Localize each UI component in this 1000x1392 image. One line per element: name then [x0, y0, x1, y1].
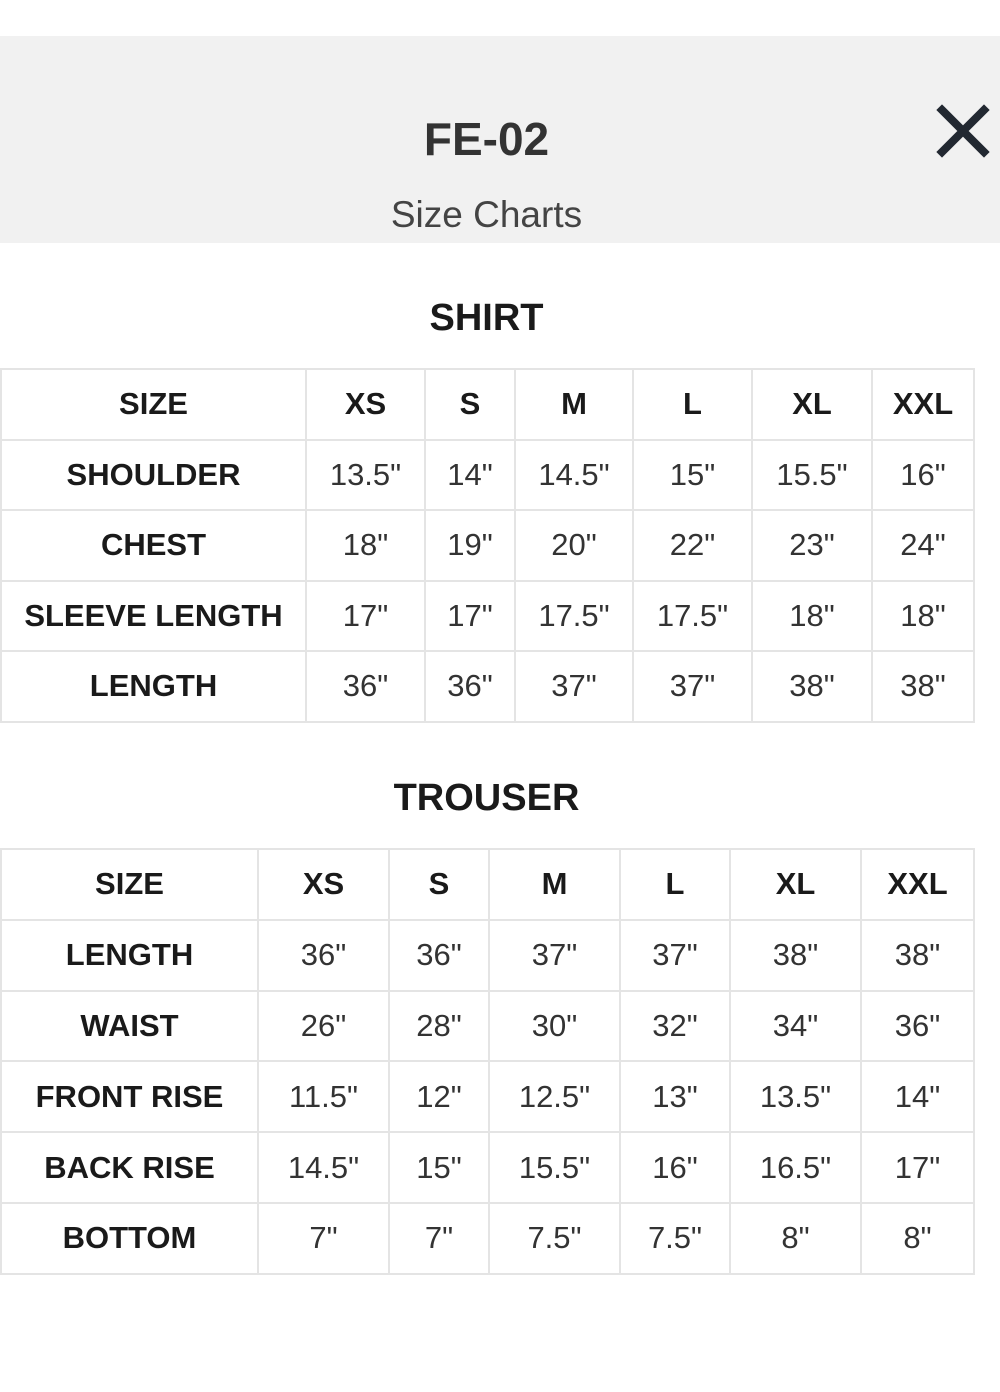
table-cell: 14.5" — [257, 1131, 390, 1204]
column-header: L — [619, 848, 731, 921]
shirt-size-table: SIZE XS S M L XL XXL SHOULDER 13.5" 14" 14.5" 15" 15… — [0, 368, 975, 723]
table-cell: 11.5" — [257, 1060, 390, 1134]
table-cell: 13.5" — [305, 438, 426, 511]
table-cell: 13.5" — [729, 1060, 862, 1134]
table-cell: 37" — [514, 650, 634, 723]
column-header: M — [488, 848, 621, 921]
row-label: SHOULDER — [0, 438, 307, 511]
row-label: LENGTH — [0, 918, 259, 992]
column-header: XS — [305, 368, 426, 441]
table-cell: 36" — [424, 650, 516, 723]
table-cell: 15" — [632, 438, 753, 511]
close-icon[interactable] — [936, 104, 990, 158]
table-header-row: SIZE XS S M L XL XXL — [0, 368, 975, 441]
table-cell: 17" — [305, 579, 426, 652]
table-cell: 36" — [860, 989, 975, 1063]
column-header: SIZE — [0, 848, 259, 921]
product-code-title: FE-02 — [423, 113, 550, 165]
table-cell: 17.5" — [632, 579, 753, 652]
table-cell: 36" — [257, 918, 390, 992]
row-label: LENGTH — [0, 650, 307, 723]
table-cell: 8" — [729, 1201, 862, 1275]
table-cell: 24" — [871, 509, 975, 582]
row-label: CHEST — [0, 509, 307, 582]
row-label: BOTTOM — [0, 1201, 259, 1275]
table-row: FRONT RISE 11.5" 12" 12.5" 13" 13.5" 14" — [0, 1060, 975, 1134]
table-cell: 34" — [729, 989, 862, 1063]
table-cell: 22" — [632, 509, 753, 582]
table-row: SLEEVE LENGTH 17" 17" 17.5" 17.5" 18" 18" — [0, 579, 975, 652]
table-cell: 8" — [860, 1201, 975, 1275]
table-cell: 38" — [860, 918, 975, 992]
table-cell: 12.5" — [488, 1060, 621, 1134]
table-cell: 26" — [257, 989, 390, 1063]
table-row: CHEST 18" 19" 20" 22" 23" 24" — [0, 509, 975, 582]
column-header: XXL — [871, 368, 975, 441]
table-cell: 14" — [424, 438, 516, 511]
table-cell: 16.5" — [729, 1131, 862, 1204]
table-cell: 18" — [751, 579, 873, 652]
row-label: BACK RISE — [0, 1131, 259, 1204]
table-cell: 7" — [257, 1201, 390, 1275]
column-header: S — [388, 848, 490, 921]
column-header: XXL — [860, 848, 975, 921]
trouser-size-table: SIZE XS S M L XL XXL LENGTH 36" 36" 37" 37" 38" 38" WA… — [0, 848, 975, 1275]
table-cell: 18" — [305, 509, 426, 582]
table-row: LENGTH 36" 36" 37" 37" 38" 38" — [0, 650, 975, 723]
table-row: SHOULDER 13.5" 14" 14.5" 15" 15.5" 16" — [0, 438, 975, 511]
table-cell: 28" — [388, 989, 490, 1063]
table-cell: 20" — [514, 509, 634, 582]
table-cell: 18" — [871, 579, 975, 652]
table-cell: 17" — [424, 579, 516, 652]
table-row: LENGTH 36" 36" 37" 37" 38" 38" — [0, 918, 975, 992]
table-cell: 19" — [424, 509, 516, 582]
table-cell: 15.5" — [488, 1131, 621, 1204]
table-row: WAIST 26" 28" 30" 32" 34" 36" — [0, 989, 975, 1063]
column-header: M — [514, 368, 634, 441]
table-row: BOTTOM 7" 7" 7.5" 7.5" 8" 8" — [0, 1201, 975, 1275]
table-cell: 36" — [388, 918, 490, 992]
table-cell: 16" — [871, 438, 975, 511]
size-charts-subtitle: Size Charts — [390, 194, 583, 235]
table-header-row: SIZE XS S M L XL XXL — [0, 848, 975, 921]
table-cell: 13" — [619, 1060, 731, 1134]
close-button[interactable] — [936, 104, 990, 158]
table-cell: 37" — [488, 918, 621, 992]
column-header: L — [632, 368, 753, 441]
table-cell: 7" — [388, 1201, 490, 1275]
table-cell: 14.5" — [514, 438, 634, 511]
table-cell: 23" — [751, 509, 873, 582]
modal-header: FE-02 Size Charts — [0, 36, 1000, 243]
trouser-section-title: TROUSER — [393, 777, 580, 819]
table-row: BACK RISE 14.5" 15" 15.5" 16" 16.5" 17" — [0, 1131, 975, 1204]
column-header: XS — [257, 848, 390, 921]
table-cell: 7.5" — [488, 1201, 621, 1275]
table-cell: 32" — [619, 989, 731, 1063]
table-cell: 30" — [488, 989, 621, 1063]
table-cell: 17" — [860, 1131, 975, 1204]
table-cell: 14" — [860, 1060, 975, 1134]
table-cell: 36" — [305, 650, 426, 723]
table-cell: 16" — [619, 1131, 731, 1204]
table-cell: 15" — [388, 1131, 490, 1204]
table-cell: 37" — [619, 918, 731, 992]
row-label: WAIST — [0, 989, 259, 1063]
table-cell: 38" — [751, 650, 873, 723]
column-header: XL — [729, 848, 862, 921]
row-label: FRONT RISE — [0, 1060, 259, 1134]
column-header: S — [424, 368, 516, 441]
column-header: XL — [751, 368, 873, 441]
table-cell: 12" — [388, 1060, 490, 1134]
table-cell: 38" — [871, 650, 975, 723]
row-label: SLEEVE LENGTH — [0, 579, 307, 652]
table-cell: 17.5" — [514, 579, 634, 652]
table-cell: 15.5" — [751, 438, 873, 511]
table-cell: 37" — [632, 650, 753, 723]
table-cell: 38" — [729, 918, 862, 992]
table-cell: 7.5" — [619, 1201, 731, 1275]
column-header: SIZE — [0, 368, 307, 441]
shirt-section-title: SHIRT — [429, 297, 544, 339]
